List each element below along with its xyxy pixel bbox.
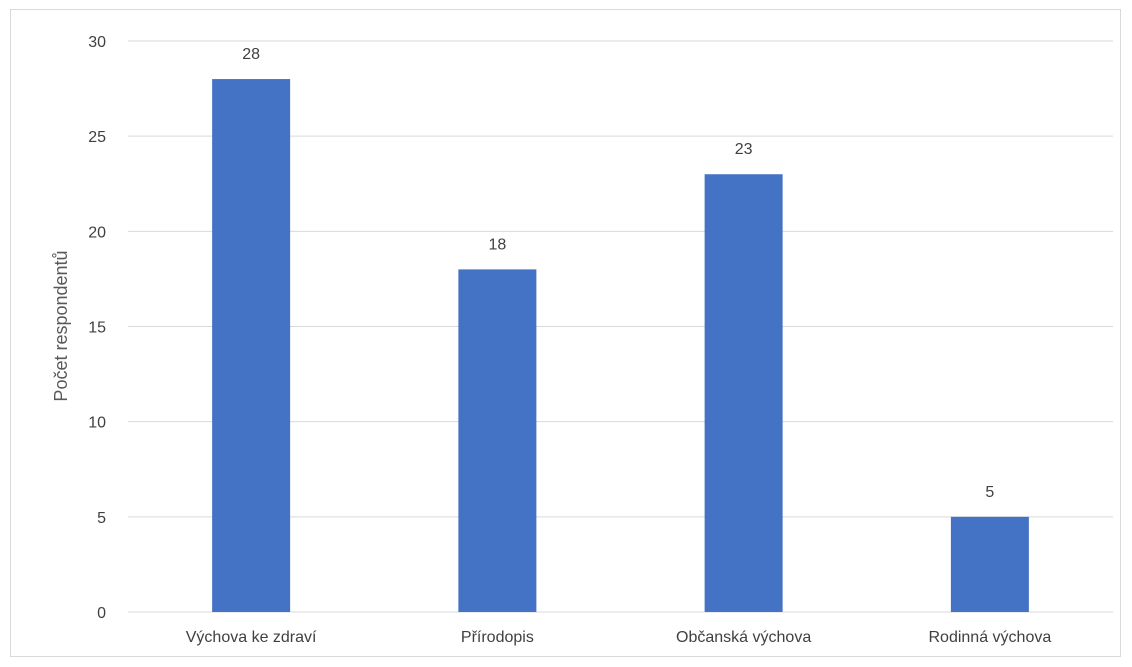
chart-frame	[10, 9, 1121, 657]
y-axis-title: Počet respondentů	[51, 250, 71, 401]
x-tick-label: Výchova ke zdraví	[186, 629, 317, 646]
y-tick-label: 5	[97, 510, 106, 527]
y-tick-label: 25	[88, 129, 106, 146]
data-labels: 28 18 23 5	[242, 46, 994, 501]
bar	[704, 174, 783, 612]
y-tick-label: 20	[88, 224, 106, 241]
gridlines	[128, 40, 1113, 613]
x-tick-label: Rodinná výchova	[929, 629, 1052, 646]
y-tick-label: 10	[88, 415, 106, 432]
data-label: 5	[985, 484, 994, 501]
y-tick-labels: 0 5 10 15 20 25 30	[88, 34, 106, 622]
y-tick-label: 0	[97, 605, 106, 622]
data-label: 28	[242, 46, 260, 63]
y-tick-label: 15	[88, 320, 106, 337]
bar	[950, 516, 1029, 612]
y-tick-label: 30	[88, 34, 106, 51]
bars	[212, 79, 1029, 613]
data-label: 18	[488, 236, 506, 253]
bar	[458, 269, 537, 612]
data-label: 23	[735, 141, 753, 158]
x-tick-labels: Výchova ke zdraví Přírodopis Občanská vých…	[186, 629, 1052, 646]
x-tick-label: Přírodopis	[461, 629, 534, 646]
x-tick-label: Občanská výchova	[676, 629, 811, 646]
bar	[212, 79, 291, 613]
